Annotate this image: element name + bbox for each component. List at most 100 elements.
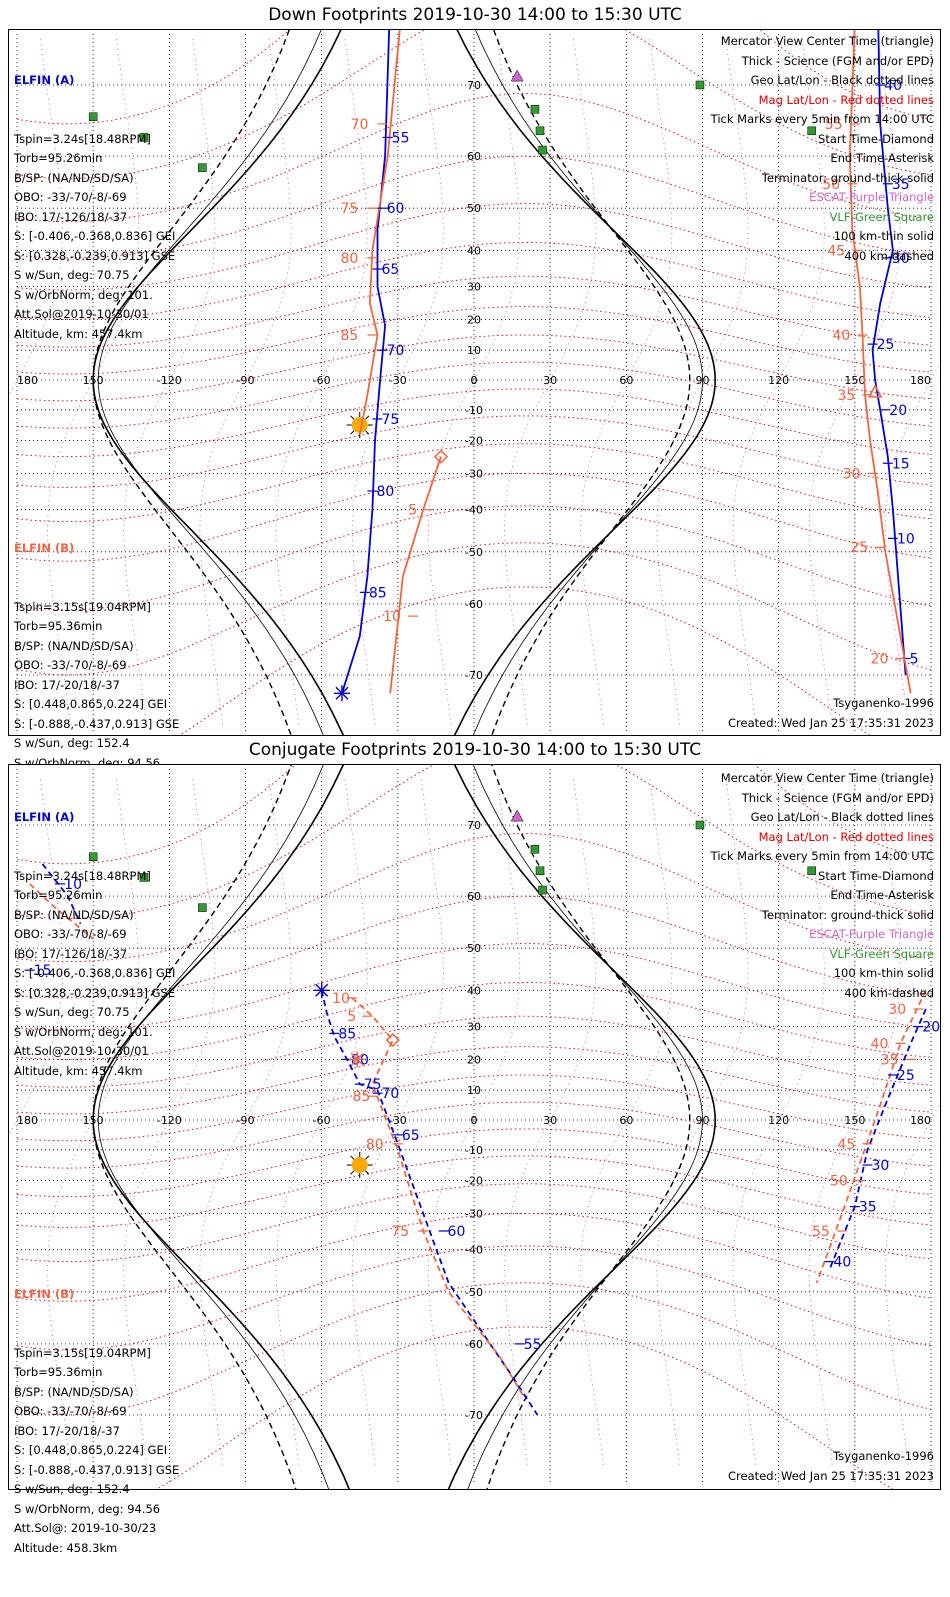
mag-lon-line [656,35,749,725]
elfin-a-tick-label: 10 [64,877,82,893]
elfin-a-tick-label: 55 [392,130,410,146]
elfin-a-info-down: ELFIN (A) Tspin=3.24s[18.48RPM] Torb=95.2… [14,32,175,383]
mag-lat-line [16,765,932,919]
mag-lat-line [16,275,932,348]
legend-item: End Time-Asterisk [830,888,934,902]
info-line: S: [0.448,0.865,0.224] GEI [14,1443,168,1457]
terminator-400km-line [486,765,691,1489]
sun-ray [350,430,355,435]
elfin-b-tick-label: 80 [340,251,358,267]
vlf-square-icon [807,866,816,876]
vlf-square-icon [807,126,816,136]
mag-lon-line [656,775,749,1465]
elfin-a-tick-label: 40 [833,1255,851,1271]
legend-item: Thick - Science (FGM and/or EPD) [741,790,934,805]
sun-ray [365,430,370,435]
mag-lat-line [16,242,932,320]
mag-lat-line [16,765,932,865]
elfin-b-header: ELFIN (B) [14,1287,75,1301]
vlf-square-icon [198,163,207,172]
legend-item: 400 km-dashed [844,985,934,1000]
mag-lat-line [179,586,871,735]
elfin-b-tick-label: 5 [347,1009,356,1025]
mag-grid [9,30,940,735]
created-label-down: Created: Wed Jan 25 17:35:31 2023 [727,716,934,730]
info-line: IBO: 17/-20/18/-37 [14,1423,120,1438]
info-line: IBO: 17/-126/18/-37 [14,209,128,224]
info-line: Altitude, km: 457.4km [14,326,143,341]
elfin-a-tick-label: 5 [910,651,919,667]
info-line: Altitude: 458.3km [14,1540,118,1555]
info-line: S w/Sun, deg: 70.75 [14,1005,130,1019]
elfin-b-tick-label: 10 [332,991,350,1007]
info-line: B/SP: (NA/ND/SD/SA) [14,1384,134,1399]
sun-ray [365,1170,370,1175]
lon-tick-label: -30 [389,374,407,387]
vlf-square-icon [538,885,547,895]
elfin-b-tick-label: 45 [827,243,845,259]
sun-ray [365,415,370,420]
mag-lat-line [16,1183,932,1263]
mag-lon-line [123,35,216,725]
vlf-square-icon [538,145,547,155]
mag-lon-line [199,35,292,725]
elfin-a-header: ELFIN (A) [14,73,75,87]
elfin-a-tick-label: 35 [892,177,910,193]
lon-tick-label: 120 [768,374,789,387]
lat-tick-label: -20 [465,435,483,448]
info-line: B/SP: (NA/ND/SD/SA) [14,170,134,185]
info-line: S: [-0.406,-0.368,0.836] GEI [14,966,176,980]
sun-ray [350,1170,355,1175]
lat-tick-label: 70 [467,79,481,92]
elfin-a-header: ELFIN (A) [14,810,75,824]
info-line: Att.Sol@2019-10-30/01 [14,307,149,321]
created-label-conjugate: Created: Wed Jan 25 17:35:31 2023 [727,1469,934,1483]
mag-lon-line [9,775,64,1136]
mag-lat-line [16,472,932,562]
sun-icon [351,417,368,434]
terminator-100km-line [467,765,703,1489]
terminator [92,30,717,735]
lon-tick-label: -30 [389,1114,407,1127]
lat-tick-label: 60 [467,890,481,903]
lat-tick-label: -50 [465,1286,483,1299]
terminator-100km-line [97,30,324,735]
lon-tick-label: 180 [910,1114,931,1127]
info-line: B/SP: (NA/ND/SD/SA) [14,638,134,653]
lat-tick-label: -40 [465,1244,483,1257]
mag-lon-line [427,35,521,725]
elfin-a-tick-label: 65 [382,262,400,278]
start-diamond-icon [385,1033,400,1048]
info-line: Att.Sol@2019-10-30/01 [14,1044,149,1058]
lat-tick-label: -60 [465,1338,483,1351]
elfin-a-tick-label: 25 [877,337,895,353]
vlf-square-icon [530,105,540,114]
mag-lon-line [275,35,368,725]
mag-lat-line [156,1326,894,1489]
lat-tick-label: -30 [465,467,483,480]
end-asterisk-icon [335,686,349,700]
info-line: IBO: 17/-126/18/-37 [14,946,128,961]
elfin-b-tick-label: 35 [838,388,856,404]
legend-item: Mercator View Center Time (triangle) [720,771,934,785]
elfin-a-tick-label: 85 [369,585,387,601]
terminator-400km-line [491,30,691,735]
lat-tick-label: -60 [465,598,483,611]
mag-lat-line [16,833,932,963]
legend-item: Terminator: ground-thick solid [761,170,934,185]
mag-lon-line [9,35,64,396]
elfin-b-tick-label: 80 [366,1137,384,1153]
elfin-b-tick-label: 20 [871,651,889,667]
vlf-square-icon [88,112,98,121]
elfin-b-tick-label: 50 [830,1174,848,1190]
mag-lon-line [808,35,901,725]
mag-lon-line [351,35,444,725]
info-line: S w/Sun, deg: 152.4 [14,1482,130,1496]
vlf-square-icon [139,873,149,882]
start-diamond-icon [433,449,449,464]
lon-tick-label: 60 [619,1114,633,1127]
elfin-a-tick-label: 25 [897,1068,915,1084]
lat-tick-label: 50 [467,942,481,955]
lon-tick-label: 180 [910,374,931,387]
